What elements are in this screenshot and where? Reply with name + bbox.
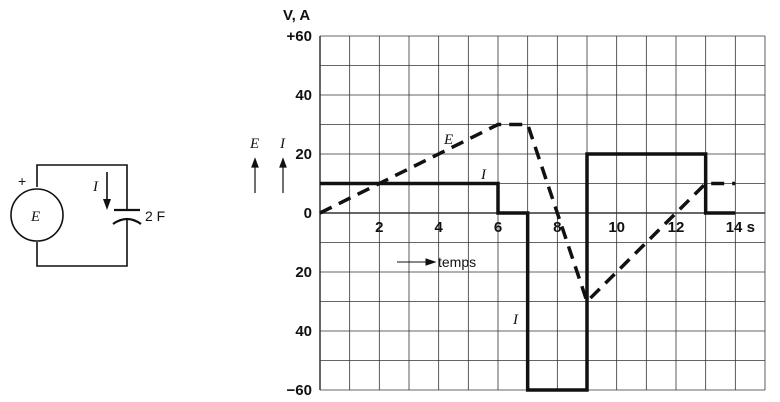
y-axis-label: V, A <box>283 7 310 24</box>
plus-sign: + <box>18 173 26 189</box>
y-tick-label: 0 <box>304 205 312 222</box>
side-label-i: I <box>279 136 286 152</box>
x-tick-label: 12 <box>668 219 685 236</box>
side-arrows-icon <box>251 157 287 193</box>
capacitor-label: 2 F <box>145 208 165 224</box>
chart-series <box>319 122 736 392</box>
source-label: E <box>30 209 40 225</box>
y-tick-label: 40 <box>295 323 312 340</box>
x-tick-label: 4 <box>434 219 443 236</box>
y-tick-label: +60 <box>287 28 312 45</box>
x-axis-label: temps <box>438 254 476 270</box>
y-tick-label: 20 <box>295 146 312 163</box>
time-arrow-icon <box>397 258 437 266</box>
x-tick-label: 10 <box>608 219 625 236</box>
x-tick-label: 8 <box>553 219 561 236</box>
x-tick-label: 2 <box>375 219 383 236</box>
chart-grid <box>319 35 766 391</box>
current-label: I <box>92 179 99 195</box>
series-label-i-bottom: I <box>512 312 519 328</box>
circuit-diagram <box>10 164 142 267</box>
series-line-i <box>320 152 736 392</box>
circuit-wires <box>36 164 128 267</box>
x-tick-label: 14 s <box>726 219 755 236</box>
series-label-i-top: I <box>480 167 487 183</box>
side-label-e: E <box>249 136 259 152</box>
series-line-e <box>319 122 736 305</box>
y-tick-label: 40 <box>295 87 312 104</box>
voltage-source <box>10 188 64 242</box>
x-tick-label: 6 <box>494 219 502 236</box>
series-label-e: E <box>443 132 453 148</box>
chart-ticks: 2 4 6 8 10 12 14 s +60 40 20 0 20 40 −60 <box>287 28 755 399</box>
capacitor-plate-bottom <box>112 217 142 225</box>
y-tick-label: 20 <box>295 264 312 281</box>
y-tick-label: −60 <box>287 382 312 399</box>
